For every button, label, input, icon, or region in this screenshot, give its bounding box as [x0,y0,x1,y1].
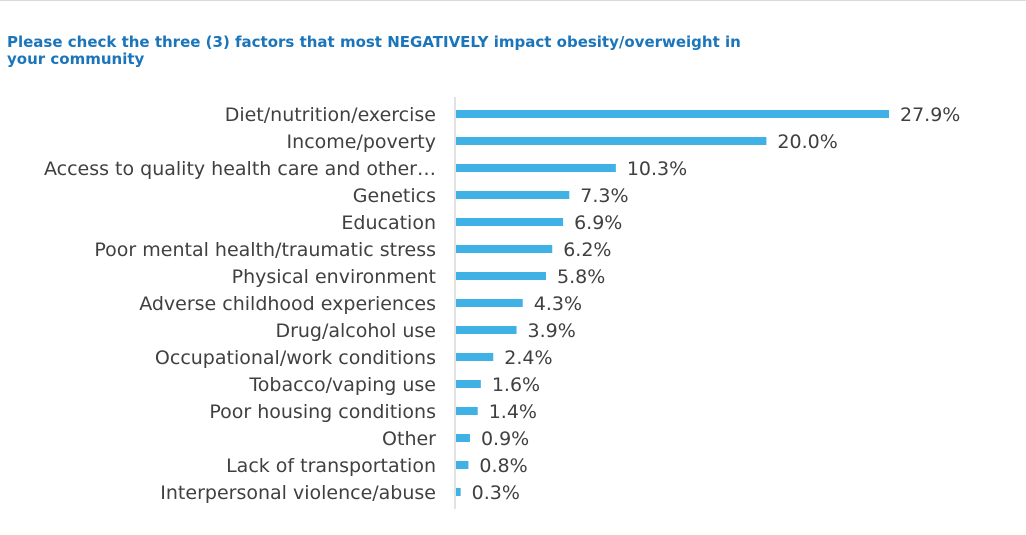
data-label: 3.9% [528,320,576,342]
category-label: Drug/alcohol use [275,320,436,342]
category-label: Access to quality health care and other… [44,158,436,180]
bar [456,218,564,226]
data-label: 6.9% [574,212,622,234]
category-label: Lack of transportation [226,455,436,477]
bar [456,164,616,172]
category-label: Adverse childhood experiences [139,293,436,315]
category-label: Interpersonal violence/abuse [160,482,436,504]
bar [456,137,767,145]
bar [456,272,547,280]
category-label: Income/poverty [287,131,436,153]
category-label: Other [382,428,436,450]
bar [456,407,478,415]
bar [456,245,553,253]
data-label: 5.8% [557,266,605,288]
data-label: 0.9% [481,428,529,450]
bar [456,353,494,361]
chart-title: Please check the three (3) factors that … [7,33,741,68]
category-label: Diet/nutrition/exercise [225,104,436,126]
bar [456,191,570,199]
top-divider [0,0,1026,1]
category-label: Education [341,212,436,234]
data-label: 10.3% [627,158,687,180]
bar [456,488,461,496]
data-label: 1.6% [492,374,540,396]
data-label: 0.8% [479,455,527,477]
category-label: Genetics [353,185,436,207]
data-label: 7.3% [580,185,628,207]
data-label: 1.4% [489,401,537,423]
data-label: 6.2% [563,239,611,261]
category-label: Poor housing conditions [209,401,436,423]
bar [456,461,469,469]
bar [456,299,523,307]
bar [456,110,889,118]
category-label: Tobacco/vaping use [248,374,436,396]
data-label: 2.4% [504,347,552,369]
category-label: Physical environment [232,266,436,288]
data-label: 0.3% [472,482,520,504]
bar [456,434,470,442]
data-label: 27.9% [900,104,960,126]
bar [456,326,517,334]
bar [456,380,481,388]
data-label: 4.3% [534,293,582,315]
data-label: 20.0% [777,131,837,153]
category-label: Occupational/work conditions [155,347,436,369]
category-label: Poor mental health/traumatic stress [94,239,436,261]
